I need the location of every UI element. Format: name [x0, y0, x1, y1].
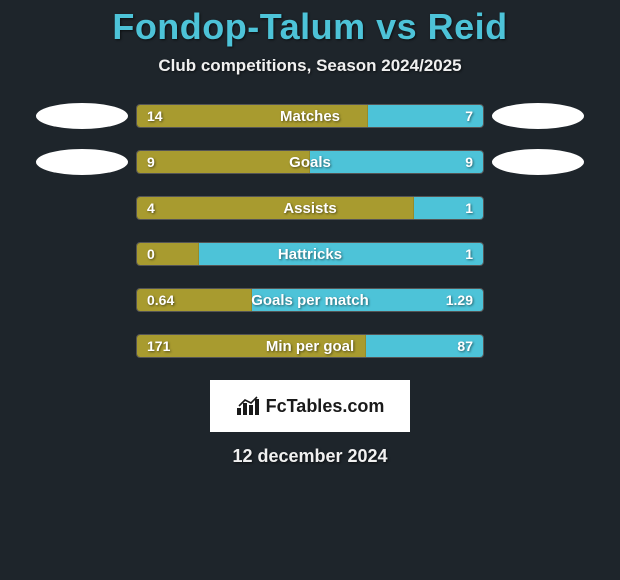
- metric-row: 41Assists: [0, 196, 620, 220]
- metric-row: 99Goals: [0, 150, 620, 174]
- bar-segment-right: [310, 151, 483, 173]
- subtitle: Club competitions, Season 2024/2025: [0, 56, 620, 76]
- bar-segment-right: [199, 243, 483, 265]
- metrics-list: 147Matches 99Goals 41Assists 01Hattricks 0.6…: [0, 104, 620, 358]
- comparison-bar: 41Assists: [136, 196, 484, 220]
- metric-row: 0.641.29Goals per match: [0, 288, 620, 312]
- bar-segment-right: [366, 335, 483, 357]
- player-right-marker: [492, 103, 584, 129]
- bar-segment-left: [137, 151, 310, 173]
- date-label: 12 december 2024: [0, 446, 620, 467]
- bar-segment-right: [368, 105, 483, 127]
- bar-segment-left: [137, 243, 199, 265]
- metric-row: 147Matches: [0, 104, 620, 128]
- comparison-bar: 0.641.29Goals per match: [136, 288, 484, 312]
- comparison-bar: 147Matches: [136, 104, 484, 128]
- comparison-infographic: Fondop-Talum vs Reid Club competitions, …: [0, 0, 620, 467]
- bar-segment-left: [137, 289, 252, 311]
- player-right-marker: [492, 149, 584, 175]
- comparison-bar: 17187Min per goal: [136, 334, 484, 358]
- comparison-bar: 99Goals: [136, 150, 484, 174]
- brand-badge: FcTables.com: [210, 380, 410, 432]
- bar-segment-left: [137, 197, 414, 219]
- bar-segment-left: [137, 335, 366, 357]
- bar-segment-left: [137, 105, 368, 127]
- player-left-marker: [36, 103, 128, 129]
- chart-icon: [236, 396, 260, 416]
- page-title: Fondop-Talum vs Reid: [0, 6, 620, 48]
- bar-segment-right: [252, 289, 483, 311]
- bar-segment-right: [414, 197, 483, 219]
- comparison-bar: 01Hattricks: [136, 242, 484, 266]
- player-left-marker: [36, 149, 128, 175]
- metric-row: 01Hattricks: [0, 242, 620, 266]
- brand-text: FcTables.com: [266, 396, 385, 417]
- metric-row: 17187Min per goal: [0, 334, 620, 358]
